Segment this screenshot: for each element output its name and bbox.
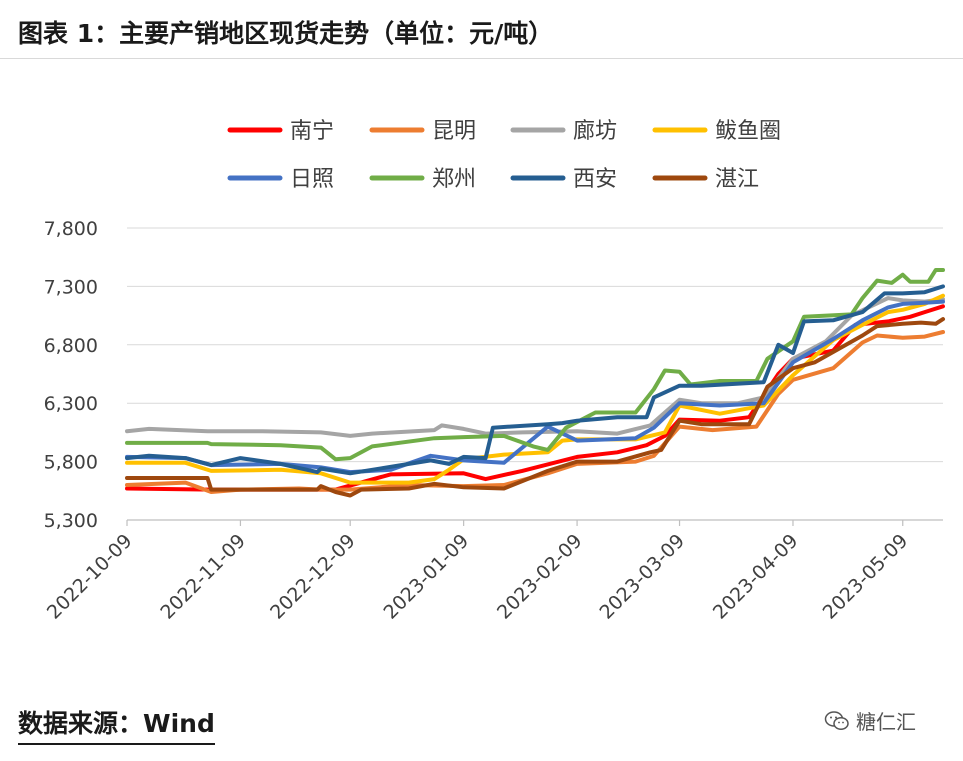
x-tick-label: 2023-03-09 bbox=[595, 530, 689, 624]
y-tick-label: 7,300 bbox=[44, 276, 98, 298]
x-axis: 2022-10-09 2022-11-09 2022-12-09 2023-01-09… bbox=[43, 519, 943, 624]
x-tick-label: 2023-04-09 bbox=[709, 530, 803, 624]
x-tick-label: 2022-12-09 bbox=[266, 530, 360, 624]
y-tick-label: 7,800 bbox=[44, 218, 98, 240]
legend-label: 昆明 bbox=[432, 119, 476, 144]
y-tick-label: 5,300 bbox=[44, 510, 98, 532]
legend-label: 鲅鱼圈 bbox=[715, 119, 781, 144]
page-title: 图表 1：主要产销地区现货走势（单位：元/吨） bbox=[18, 19, 554, 48]
x-tick-label: 2023-02-09 bbox=[493, 530, 587, 624]
x-tick-label: 2023-01-09 bbox=[380, 530, 474, 624]
y-axis: 5,300 5,800 6,300 6,800 7,300 7,800 bbox=[44, 218, 98, 532]
watermark-text: 糖仁汇 bbox=[856, 710, 916, 734]
series-line-日照 bbox=[125, 299, 945, 475]
y-tick-label: 6,300 bbox=[44, 393, 98, 415]
title-divider bbox=[0, 58, 963, 59]
chart-series bbox=[125, 268, 945, 498]
watermark: 糖仁汇 bbox=[824, 706, 916, 735]
legend-label: 廊坊 bbox=[573, 119, 617, 144]
series-line-西安 bbox=[125, 284, 945, 476]
legend-label: 南宁 bbox=[290, 119, 334, 144]
series-line-南宁 bbox=[125, 304, 945, 492]
source-note: 数据来源：Wind bbox=[18, 704, 215, 745]
legend-label: 西安 bbox=[573, 167, 617, 192]
legend-label: 日照 bbox=[290, 167, 334, 192]
x-tick-label: 2022-11-09 bbox=[156, 530, 250, 624]
wechat-icon bbox=[824, 710, 849, 730]
series-line-郑州 bbox=[125, 268, 945, 462]
series-line-廊坊 bbox=[125, 296, 945, 438]
y-tick-label: 5,800 bbox=[44, 452, 98, 474]
y-tick-label: 6,800 bbox=[44, 335, 98, 357]
legend-label: 郑州 bbox=[432, 167, 476, 192]
x-tick-label: 2022-10-09 bbox=[43, 530, 137, 624]
series-line-湛江 bbox=[125, 317, 945, 498]
x-tick-label: 2023-05-09 bbox=[819, 530, 913, 624]
chart-grid bbox=[127, 227, 943, 463]
series-line-鲅鱼圈 bbox=[125, 293, 945, 485]
legend-label: 湛江 bbox=[715, 167, 759, 192]
